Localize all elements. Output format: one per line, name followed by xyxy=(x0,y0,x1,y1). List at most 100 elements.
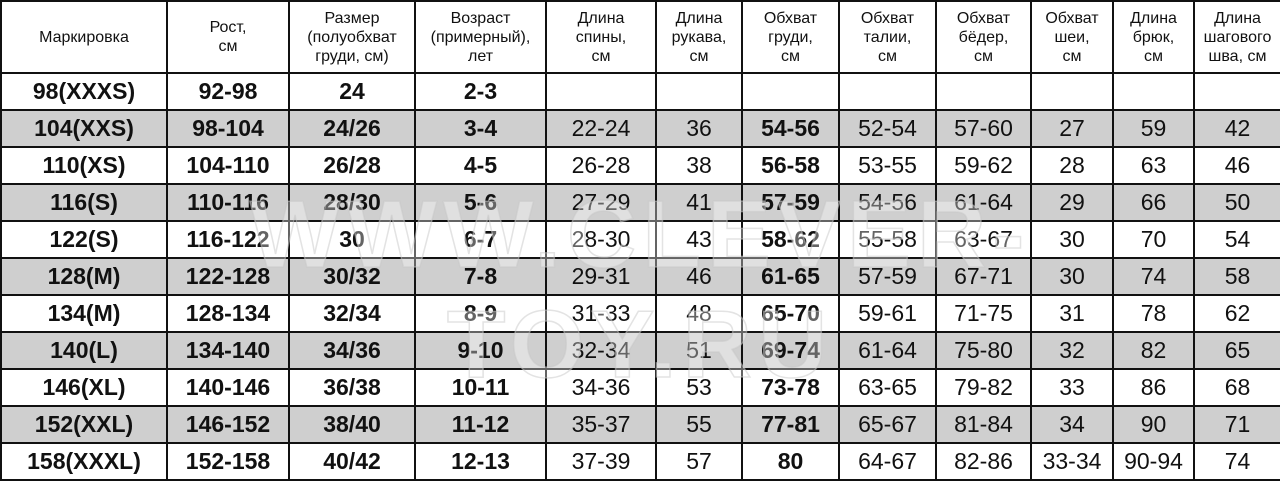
table-cell: 63 xyxy=(1112,146,1195,185)
size-chart-table: Маркировка Рост, см Размер (полуобхват гру… xyxy=(0,0,1280,481)
table-cell xyxy=(655,72,743,111)
table-cell: 67-71 xyxy=(935,257,1032,296)
table-cell: 63-65 xyxy=(838,368,937,407)
table-cell: 51 xyxy=(655,331,743,370)
table-cell: 3-4 xyxy=(414,109,547,148)
table-cell: 32-34 xyxy=(545,331,657,370)
column-header: Длина рукава, см xyxy=(655,0,743,74)
table-cell xyxy=(838,72,937,111)
table-cell: 62 xyxy=(1193,294,1280,333)
table-row: 110(XS) 104-110 26/28 4-5 26-28 38 56-58 53-55 5… xyxy=(0,146,1280,185)
table-cell: 27 xyxy=(1030,109,1114,148)
column-header: Обхват груди, см xyxy=(741,0,840,74)
table-cell: 55-58 xyxy=(838,220,937,259)
table-row: 122(S) 116-122 30 6-7 28-30 43 58-62 55-58 63-67… xyxy=(0,220,1280,259)
table-row: 140(L) 134-140 34/36 9-10 32-34 51 69-74 61-64 7… xyxy=(0,331,1280,370)
table-cell: 66 xyxy=(1112,183,1195,222)
table-cell: 65-70 xyxy=(741,294,840,333)
table-cell: 48 xyxy=(655,294,743,333)
column-header: Обхват талии, см xyxy=(838,0,937,74)
table-cell: 86 xyxy=(1112,368,1195,407)
table-cell xyxy=(1193,72,1280,111)
table-cell: 53 xyxy=(655,368,743,407)
table-cell: 140(L) xyxy=(0,331,168,370)
table-cell: 59-61 xyxy=(838,294,937,333)
table-cell: 61-65 xyxy=(741,257,840,296)
table-cell: 134(M) xyxy=(0,294,168,333)
table-cell: 12-13 xyxy=(414,442,547,481)
table-cell: 61-64 xyxy=(935,183,1032,222)
table-cell xyxy=(1112,72,1195,111)
table-cell: 152-158 xyxy=(166,442,290,481)
table-cell: 54 xyxy=(1193,220,1280,259)
table-cell: 134-140 xyxy=(166,331,290,370)
table-cell: 90 xyxy=(1112,405,1195,444)
table-cell: 54-56 xyxy=(838,183,937,222)
table-cell: 30 xyxy=(1030,257,1114,296)
table-cell: 4-5 xyxy=(414,146,547,185)
table-cell: 71-75 xyxy=(935,294,1032,333)
table-cell: 57-60 xyxy=(935,109,1032,148)
table-cell: 2-3 xyxy=(414,72,547,111)
table-cell: 98(XXXS) xyxy=(0,72,168,111)
table-cell: 24 xyxy=(288,72,416,111)
table-cell: 11-12 xyxy=(414,405,547,444)
table-row: 104(XXS) 98-104 24/26 3-4 22-24 36 54-56 52-54 5… xyxy=(0,109,1280,148)
table-cell: 59 xyxy=(1112,109,1195,148)
table-cell: 104-110 xyxy=(166,146,290,185)
table-cell: 59-62 xyxy=(935,146,1032,185)
table-cell: 5-6 xyxy=(414,183,547,222)
table-cell: 80 xyxy=(741,442,840,481)
table-row: 152(XXL) 146-152 38/40 11-12 35-37 55 77-81 65-… xyxy=(0,405,1280,444)
table-cell: 92-98 xyxy=(166,72,290,111)
table-cell: 65-67 xyxy=(838,405,937,444)
table-cell: 36/38 xyxy=(288,368,416,407)
table-cell: 152(XXL) xyxy=(0,405,168,444)
table-cell: 29-31 xyxy=(545,257,657,296)
column-header: Размер (полуобхват груди, см) xyxy=(288,0,416,74)
table-cell: 122(S) xyxy=(0,220,168,259)
table-cell: 30 xyxy=(1030,220,1114,259)
table-cell: 74 xyxy=(1193,442,1280,481)
table-cell: 31 xyxy=(1030,294,1114,333)
table-cell: 50 xyxy=(1193,183,1280,222)
table-cell: 9-10 xyxy=(414,331,547,370)
table-cell: 74 xyxy=(1112,257,1195,296)
table-row: 128(M) 122-128 30/32 7-8 29-31 46 61-65 57-59 67… xyxy=(0,257,1280,296)
table-cell: 73-78 xyxy=(741,368,840,407)
table-row: 134(M) 128-134 32/34 8-9 31-33 48 65-70 59-61 71… xyxy=(0,294,1280,333)
table-cell: 7-8 xyxy=(414,257,547,296)
table-cell: 57 xyxy=(655,442,743,481)
table-cell: 79-82 xyxy=(935,368,1032,407)
table-cell: 71 xyxy=(1193,405,1280,444)
table-cell: 6-7 xyxy=(414,220,547,259)
table-cell: 104(XXS) xyxy=(0,109,168,148)
table-cell: 140-146 xyxy=(166,368,290,407)
table-cell: 52-54 xyxy=(838,109,937,148)
table-cell: 65 xyxy=(1193,331,1280,370)
table-cell: 28-30 xyxy=(545,220,657,259)
table-cell: 27-29 xyxy=(545,183,657,222)
table-cell: 90-94 xyxy=(1112,442,1195,481)
table-cell: 69-74 xyxy=(741,331,840,370)
table-cell: 82 xyxy=(1112,331,1195,370)
table-cell: 32 xyxy=(1030,331,1114,370)
table-cell: 33 xyxy=(1030,368,1114,407)
column-header: Обхват бёдер, см xyxy=(935,0,1032,74)
table-row: 98(XXXS) 92-98 24 2-3 xyxy=(0,72,1280,111)
header-row: Маркировка Рост, см Размер (полуобхват гру… xyxy=(0,0,1280,74)
table-cell: 110-116 xyxy=(166,183,290,222)
table-cell: 8-9 xyxy=(414,294,547,333)
table-cell: 42 xyxy=(1193,109,1280,148)
table-cell xyxy=(741,72,840,111)
table-cell: 40/42 xyxy=(288,442,416,481)
column-header: Длина брюк, см xyxy=(1112,0,1195,74)
table-cell: 58 xyxy=(1193,257,1280,296)
table-cell xyxy=(935,72,1032,111)
table-cell: 128(M) xyxy=(0,257,168,296)
table-cell: 28/30 xyxy=(288,183,416,222)
table-cell: 82-86 xyxy=(935,442,1032,481)
table-cell: 22-24 xyxy=(545,109,657,148)
table-cell: 53-55 xyxy=(838,146,937,185)
table-cell: 58-62 xyxy=(741,220,840,259)
